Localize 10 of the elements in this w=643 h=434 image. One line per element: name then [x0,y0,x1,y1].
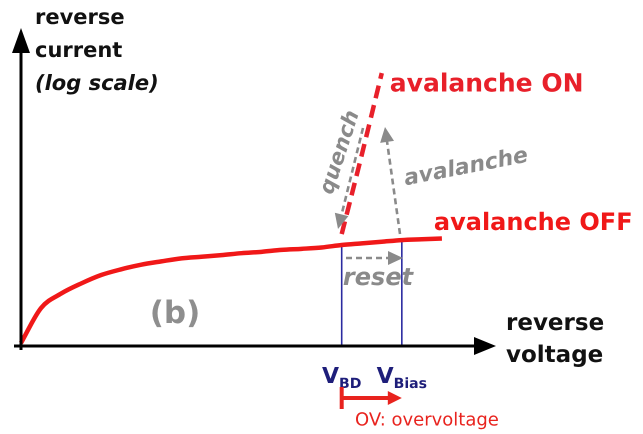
x-axis-title: reverse voltage [506,309,606,370]
series-label: avalanche OFF [434,208,633,236]
annotation: (b) [150,295,200,331]
x-tick-label: V$_{Bias}$ [376,364,428,392]
text: OV: overvoltage [355,410,499,430]
y-axis-title: reverse current (log scale) [35,4,159,97]
series-label: avalanche ON [390,68,584,98]
annotation: quench [314,107,364,197]
annotation: avalanche [402,142,530,192]
x-tick-label: V$_{BD}$ [322,364,362,392]
